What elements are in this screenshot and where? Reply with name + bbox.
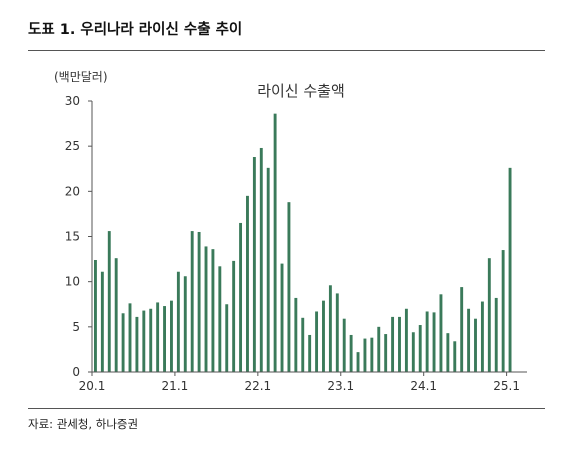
bar-24.1	[425, 311, 429, 372]
bar-21.9	[232, 260, 236, 372]
bar-23.12	[418, 325, 422, 372]
y-tick-label-10: 10	[65, 275, 80, 289]
bar-24.7	[467, 308, 471, 372]
chart-title: 라이신 수출액	[257, 82, 345, 100]
bar-23.10	[404, 308, 408, 372]
bar-21.2	[183, 276, 187, 372]
bar-25.1	[508, 167, 512, 372]
bar-23.11	[411, 332, 415, 372]
bar-22.9	[315, 311, 319, 372]
x-tick-label-24.1: 24.1	[410, 379, 437, 393]
top-rule	[28, 50, 545, 51]
bar-23.8	[391, 316, 395, 372]
y-axis: 0 5 10 15 20 25 30	[65, 94, 93, 379]
bar-24.11	[494, 297, 498, 372]
bar-21.1	[176, 271, 180, 372]
bottom-rule	[28, 408, 545, 409]
bar-22.12	[335, 293, 339, 372]
bar-24.6	[460, 287, 464, 372]
bar-23.1	[342, 318, 346, 372]
y-tick-label-30: 30	[65, 94, 80, 108]
y-unit-label: (백만달러)	[54, 70, 108, 84]
y-tick-label-20: 20	[65, 184, 80, 198]
bar-22.4	[280, 263, 284, 372]
bar-series	[94, 113, 512, 373]
bar-20.6	[128, 303, 132, 372]
bar-20.7	[135, 316, 139, 372]
bar-23.9	[398, 316, 401, 372]
x-tick-label-20.1: 20.1	[79, 379, 106, 393]
bar-23.6	[377, 326, 381, 372]
bar-22.5	[287, 202, 291, 372]
bar-24.2	[432, 312, 436, 372]
bar-21.11	[246, 195, 249, 372]
y-tick-label-0: 0	[72, 365, 80, 379]
bar-24.8	[474, 318, 477, 372]
bar-20.4	[114, 258, 118, 372]
bar-22.2	[266, 167, 270, 372]
bar-20.11	[163, 306, 166, 372]
bar-20.9	[149, 308, 153, 372]
bar-24.3	[439, 294, 443, 372]
bar-22.1	[259, 147, 263, 372]
bar-21.3	[190, 231, 194, 372]
bar-20.3	[107, 231, 111, 372]
bar-22.7	[301, 317, 305, 372]
bar-22.8	[308, 334, 312, 372]
x-tick-label-22.1: 22.1	[244, 379, 271, 393]
bar-21.4	[197, 231, 201, 372]
y-tick-label-15: 15	[65, 230, 80, 244]
bar-21.7	[218, 266, 222, 372]
bar-21.10	[239, 222, 243, 372]
x-tick-label-25.1: 25.1	[493, 379, 520, 393]
source-note: 자료: 관세청, 하나증권	[28, 417, 139, 431]
bar-23.5	[370, 337, 374, 372]
x-tick-label-23.1: 23.1	[327, 379, 354, 393]
bar-23.3	[356, 352, 360, 372]
bar-21.5	[204, 246, 208, 372]
bar-20.2	[100, 271, 104, 372]
bar-21.6	[211, 249, 215, 372]
bar-20.1	[94, 259, 97, 372]
y-tick-label-5: 5	[72, 320, 80, 334]
bar-22.6	[294, 297, 298, 372]
bar-24.9	[480, 301, 484, 372]
bar-23.4	[363, 338, 367, 372]
bar-21.12	[252, 157, 256, 372]
bar-21.8	[225, 304, 229, 372]
bar-20.12	[170, 300, 173, 372]
x-tick-label-21.1: 21.1	[162, 379, 189, 393]
bar-23.7	[384, 334, 388, 372]
bar-22.10	[322, 300, 325, 372]
bar-22.3	[273, 113, 277, 373]
bar-24.4	[446, 333, 450, 372]
bar-23.2	[349, 334, 353, 372]
figure-title: 도표 1. 우리나라 라이신 수출 추이	[28, 22, 243, 38]
y-tick-label-25: 25	[65, 139, 80, 153]
bar-24.10	[487, 258, 491, 372]
bar-24.5	[453, 341, 457, 372]
bar-20.5	[121, 313, 125, 372]
bar-22.11	[328, 285, 332, 372]
bar-20.10	[156, 302, 160, 372]
bar-20.8	[142, 310, 146, 372]
bar-24.12	[501, 250, 505, 372]
x-axis: 20.1 21.1 22.1 23.1 24.1 25.1	[79, 371, 527, 393]
